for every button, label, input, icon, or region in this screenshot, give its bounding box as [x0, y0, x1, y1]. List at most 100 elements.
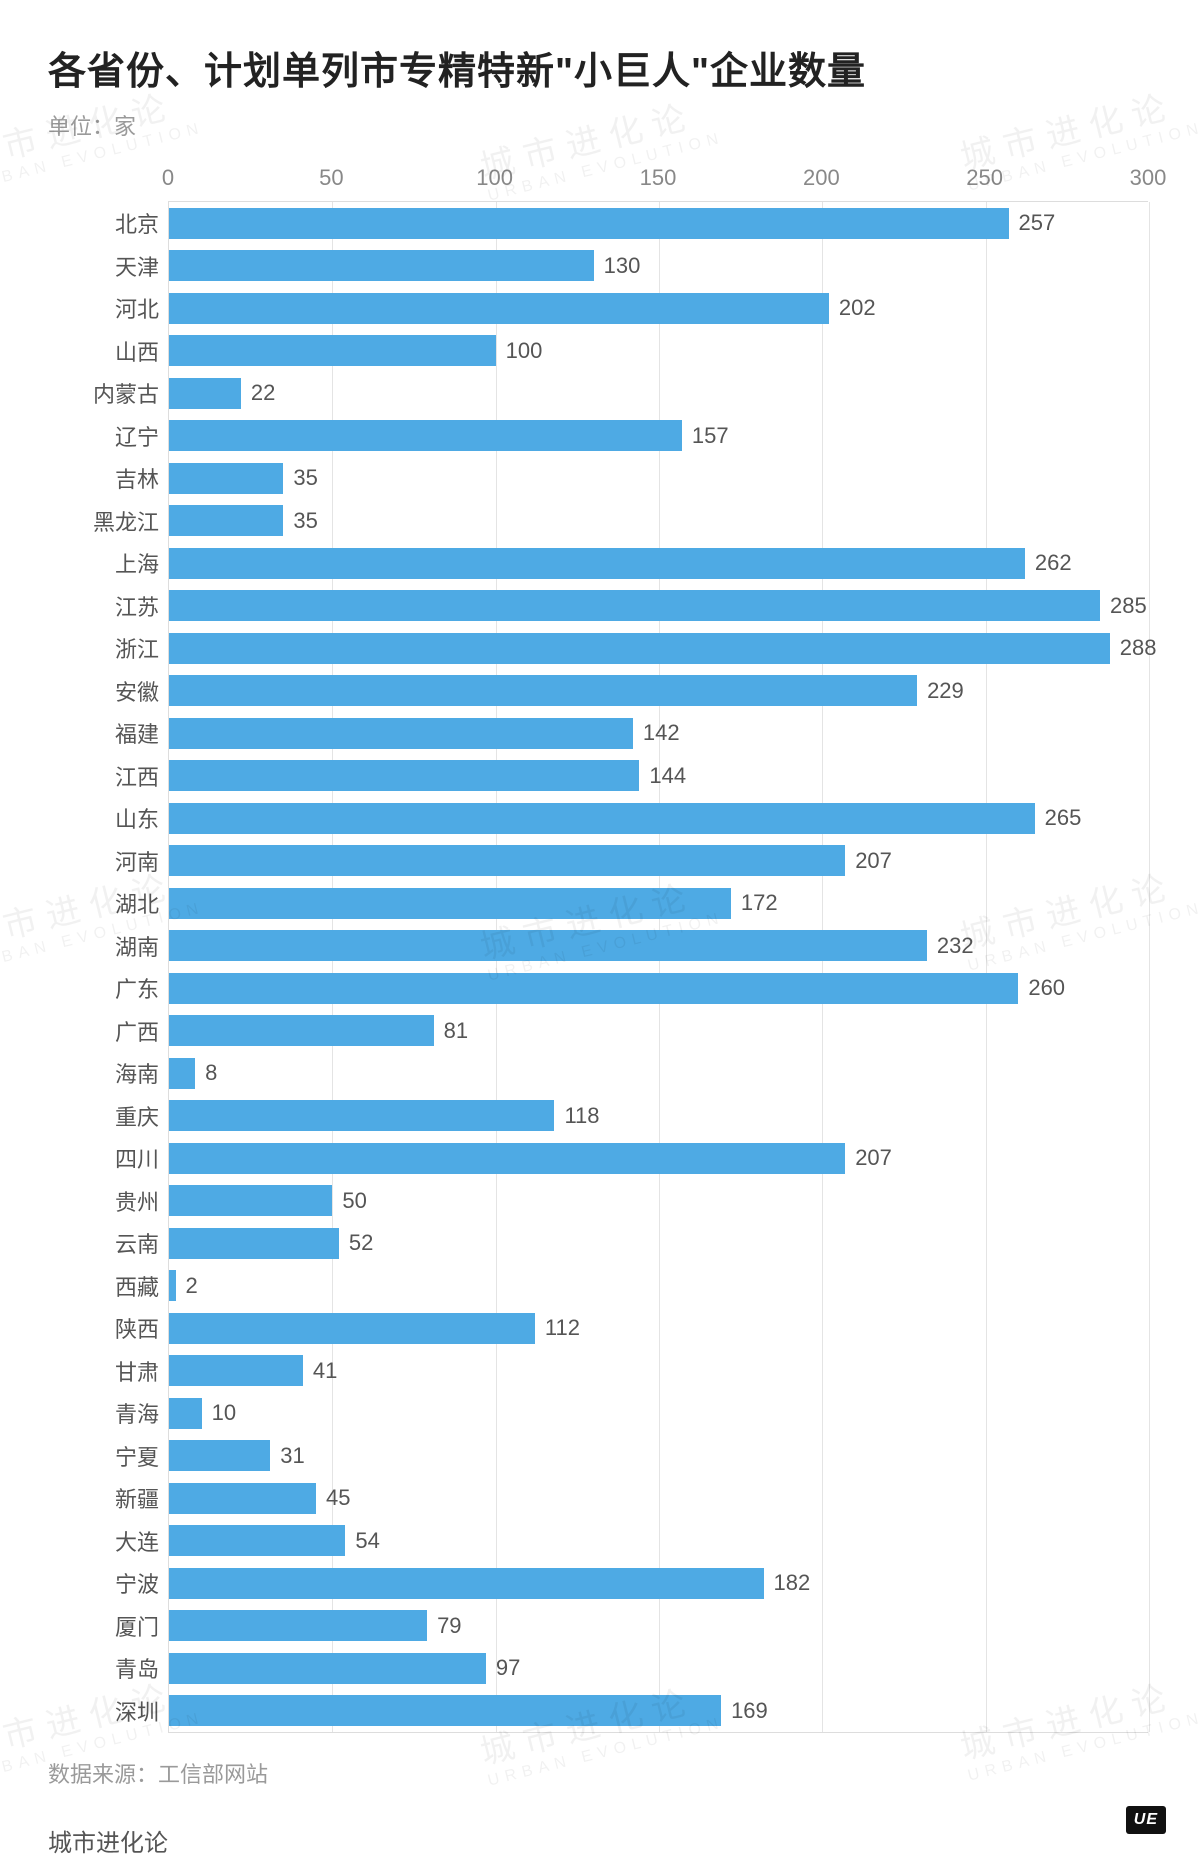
category-label: 安徽	[49, 675, 169, 707]
category-label: 深圳	[49, 1695, 169, 1727]
category-label: 河南	[49, 845, 169, 877]
category-label: 上海	[49, 547, 169, 579]
footer-brand: 城市进化论	[0, 1789, 1200, 1858]
bar-area: 130	[169, 245, 1149, 288]
bar-value: 202	[839, 295, 876, 321]
bar	[169, 1483, 316, 1514]
bar	[169, 1100, 554, 1131]
bar-value: 22	[251, 380, 275, 406]
bar-row: 青岛 97	[49, 1647, 1149, 1690]
bar	[169, 1143, 845, 1174]
category-label: 宁波	[49, 1567, 169, 1599]
category-label: 海南	[49, 1057, 169, 1089]
bar-value: 10	[212, 1400, 236, 1426]
bar-area: 229	[169, 670, 1149, 713]
category-label: 福建	[49, 717, 169, 749]
bar-value: 207	[855, 848, 892, 874]
bar	[169, 208, 1009, 239]
bar	[169, 420, 682, 451]
x-axis-tick: 50	[319, 165, 343, 191]
category-label: 山西	[49, 335, 169, 367]
bar-value: 144	[649, 763, 686, 789]
bar-area: 288	[169, 627, 1157, 670]
bar	[169, 845, 845, 876]
bar-value: 285	[1110, 593, 1147, 619]
bar-row: 深圳 169	[49, 1690, 1149, 1733]
bar	[169, 718, 633, 749]
bar-area: 8	[169, 1052, 1149, 1095]
bar-area: 41	[169, 1350, 1149, 1393]
bar-area: 97	[169, 1647, 1149, 1690]
bar-area: 45	[169, 1477, 1149, 1520]
bar-value: 169	[731, 1698, 768, 1724]
bar-row: 广西81	[49, 1010, 1149, 1053]
bar-value: 265	[1045, 805, 1082, 831]
bar	[169, 1355, 303, 1386]
bar-area: 81	[169, 1010, 1149, 1053]
bar-value: 182	[774, 1570, 811, 1596]
x-axis-tick: 250	[966, 165, 1003, 191]
bar	[169, 463, 283, 494]
category-label: 江苏	[49, 590, 169, 622]
bar-value: 288	[1120, 635, 1157, 661]
bar-area: 260	[169, 967, 1149, 1010]
bar-row: 河南 207	[49, 840, 1149, 883]
bar-row: 宁波 182	[49, 1562, 1149, 1605]
bar-value: 207	[855, 1145, 892, 1171]
category-label: 四川	[49, 1142, 169, 1174]
bar-area: 207	[169, 1137, 1149, 1180]
chart-container: 050100150200250300 北京257天津130河北202山西100内…	[48, 165, 1152, 1733]
bar-area: 182	[169, 1562, 1149, 1605]
bar-value: 112	[545, 1315, 580, 1341]
category-label: 厦门	[49, 1610, 169, 1642]
bar	[169, 1398, 202, 1429]
bar-row: 山西100	[49, 330, 1149, 373]
bar	[169, 1440, 270, 1471]
bar	[169, 803, 1035, 834]
bar-value: 118	[564, 1103, 599, 1129]
bar-row: 西藏2	[49, 1265, 1149, 1308]
bar-row: 大连54	[49, 1520, 1149, 1563]
bar	[169, 1610, 427, 1641]
bar-value: 97	[496, 1655, 520, 1681]
bar-value: 45	[326, 1485, 350, 1511]
bar-row: 内蒙古22	[49, 372, 1149, 415]
bar-area: 265	[169, 797, 1149, 840]
category-label: 湖南	[49, 930, 169, 962]
bar	[169, 335, 496, 366]
bar-row: 广东260	[49, 967, 1149, 1010]
category-label: 宁夏	[49, 1440, 169, 1472]
bar-area: 157	[169, 415, 1149, 458]
bar-area: 50	[169, 1180, 1149, 1223]
x-axis-tick: 0	[162, 165, 174, 191]
bar	[169, 250, 594, 281]
category-label: 贵州	[49, 1185, 169, 1217]
bar	[169, 1695, 721, 1726]
category-label: 云南	[49, 1227, 169, 1259]
bar	[169, 760, 639, 791]
category-label: 新疆	[49, 1482, 169, 1514]
bar-row: 安徽229	[49, 670, 1149, 713]
bar-value: 257	[1019, 210, 1056, 236]
bar-area: 52	[169, 1222, 1149, 1265]
bar-area: 31	[169, 1435, 1149, 1478]
x-axis-tick: 200	[803, 165, 840, 191]
bar	[169, 1653, 486, 1684]
bar-area: 112	[169, 1307, 1149, 1350]
category-label: 青海	[49, 1397, 169, 1429]
bar-area: 100	[169, 330, 1149, 373]
bar-row: 陕西112	[49, 1307, 1149, 1350]
unit-label: 单位：家	[0, 95, 1200, 141]
bar	[169, 1568, 764, 1599]
bar-row: 北京257	[49, 202, 1149, 245]
category-label: 青岛	[49, 1652, 169, 1684]
bar-area: 144	[169, 755, 1149, 798]
category-label: 重庆	[49, 1100, 169, 1132]
bar-value: 142	[643, 720, 680, 746]
bar-row: 湖南232	[49, 925, 1149, 968]
category-label: 湖北	[49, 887, 169, 919]
bar-row: 上海262	[49, 542, 1149, 585]
bar-row: 青海 10	[49, 1392, 1149, 1435]
gridline	[1149, 202, 1150, 1732]
category-label: 浙江	[49, 632, 169, 664]
